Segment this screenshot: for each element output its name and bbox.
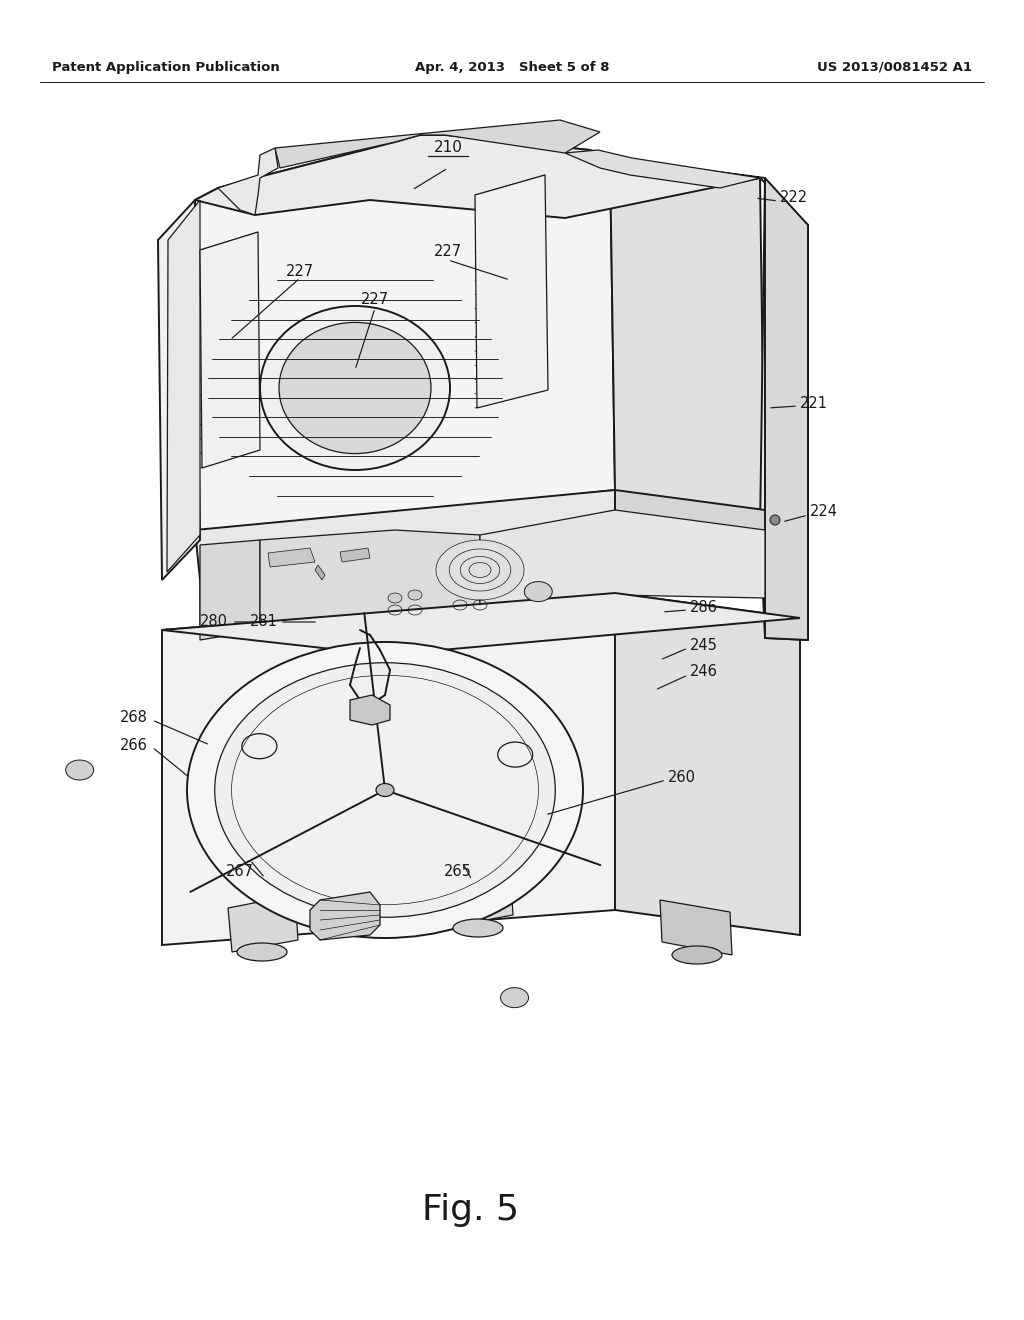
Ellipse shape (672, 946, 722, 964)
Ellipse shape (66, 760, 93, 780)
Polygon shape (395, 545, 570, 620)
Text: Fig. 5: Fig. 5 (422, 1193, 518, 1228)
Ellipse shape (187, 642, 583, 939)
Polygon shape (350, 696, 390, 725)
Text: 281: 281 (250, 615, 278, 630)
Ellipse shape (436, 540, 524, 601)
Ellipse shape (376, 784, 394, 796)
Ellipse shape (460, 557, 500, 583)
Text: Patent Application Publication: Patent Application Publication (52, 61, 280, 74)
Text: 286: 286 (690, 601, 718, 615)
Ellipse shape (215, 663, 555, 917)
Text: 268: 268 (120, 710, 148, 726)
Text: 266: 266 (120, 738, 148, 752)
Polygon shape (162, 593, 615, 945)
Text: 227: 227 (360, 293, 389, 308)
Text: 265: 265 (444, 865, 472, 879)
Polygon shape (268, 548, 315, 568)
Ellipse shape (770, 515, 780, 525)
Polygon shape (660, 900, 732, 954)
Text: 280: 280 (200, 615, 228, 630)
Polygon shape (610, 158, 808, 640)
Ellipse shape (453, 919, 503, 937)
Text: US 2013/0081452 A1: US 2013/0081452 A1 (817, 61, 972, 74)
Polygon shape (480, 510, 765, 615)
Text: 210: 210 (433, 140, 463, 154)
Ellipse shape (388, 593, 402, 603)
Text: 267: 267 (226, 865, 254, 879)
Polygon shape (162, 593, 800, 655)
Polygon shape (228, 895, 298, 952)
Polygon shape (260, 531, 480, 630)
Polygon shape (158, 201, 200, 579)
Ellipse shape (501, 987, 528, 1007)
Text: 227: 227 (286, 264, 314, 280)
Text: 245: 245 (690, 638, 718, 652)
Ellipse shape (231, 676, 539, 904)
Text: Apr. 4, 2013   Sheet 5 of 8: Apr. 4, 2013 Sheet 5 of 8 (415, 61, 609, 74)
Polygon shape (200, 232, 260, 469)
Text: 224: 224 (810, 504, 838, 520)
Text: 260: 260 (668, 771, 696, 785)
Polygon shape (200, 560, 395, 640)
Polygon shape (310, 892, 380, 940)
Polygon shape (340, 548, 370, 562)
Text: 246: 246 (690, 664, 718, 680)
Polygon shape (200, 510, 765, 601)
Polygon shape (195, 135, 615, 535)
Polygon shape (610, 158, 765, 540)
Polygon shape (200, 540, 260, 640)
Polygon shape (765, 178, 808, 640)
Polygon shape (218, 148, 278, 215)
Ellipse shape (237, 942, 287, 961)
Ellipse shape (469, 562, 490, 578)
Polygon shape (195, 490, 615, 579)
Polygon shape (195, 135, 760, 218)
Ellipse shape (260, 306, 450, 470)
Polygon shape (615, 490, 765, 565)
Polygon shape (565, 150, 760, 187)
Text: 227: 227 (434, 244, 462, 260)
Polygon shape (615, 593, 800, 935)
Text: 221: 221 (800, 396, 828, 411)
Text: 222: 222 (780, 190, 808, 206)
Polygon shape (440, 869, 513, 928)
Ellipse shape (450, 549, 511, 591)
Polygon shape (475, 176, 548, 408)
Polygon shape (275, 120, 600, 168)
Ellipse shape (408, 590, 422, 601)
Polygon shape (315, 565, 325, 579)
Polygon shape (167, 201, 200, 572)
Ellipse shape (524, 582, 552, 602)
Ellipse shape (279, 322, 431, 454)
